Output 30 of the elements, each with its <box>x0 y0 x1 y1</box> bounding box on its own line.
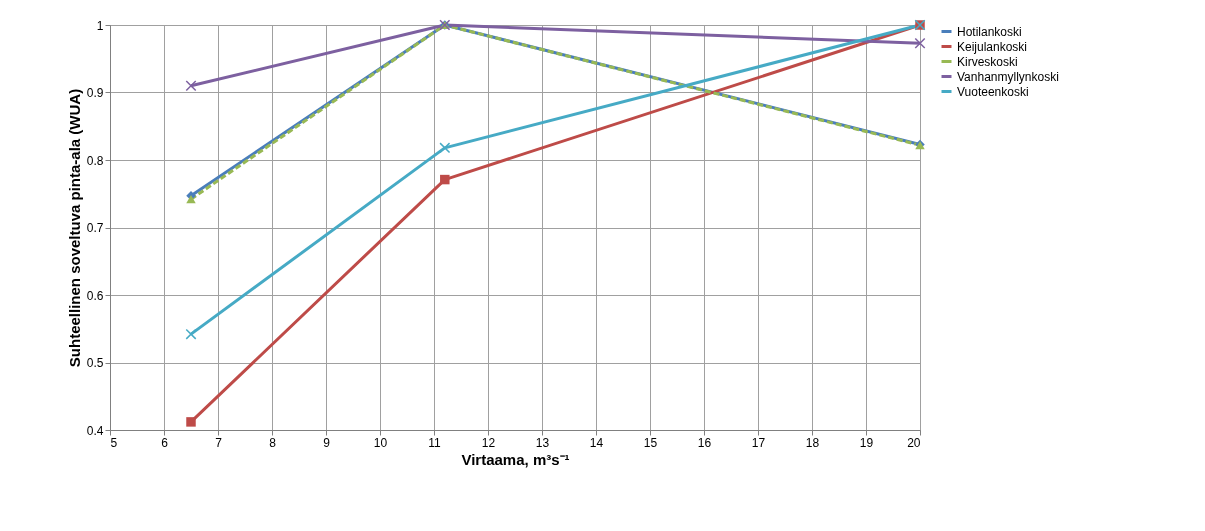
y-tick-label: 1 <box>96 18 104 33</box>
x-tick-label: 16 <box>697 435 712 450</box>
x-tick-label: 19 <box>859 435 874 450</box>
x-tick-label: 13 <box>535 435 550 450</box>
y-tick-label: 0.8 <box>86 153 104 168</box>
x-tick-label: 10 <box>373 435 388 450</box>
y-tick-label: 0.5 <box>86 356 104 370</box>
y-axis-title: Suhteellinen soveltuva pinta-ala (WUA) <box>65 88 83 368</box>
y-tick-label: 0.9 <box>86 86 104 100</box>
legend-label: Vanhanmyllynkoski <box>957 69 1059 84</box>
legend-label: Kirveskoski <box>957 54 1018 69</box>
x-tick-label: 7 <box>215 435 223 450</box>
x-tick-label: 17 <box>751 435 766 450</box>
x-tick-label: 6 <box>161 435 169 450</box>
x-tick-label: 18 <box>805 435 820 450</box>
legend-label: Keijulankoski <box>957 39 1028 54</box>
x-tick-label: 8 <box>269 435 277 450</box>
x-tick-label: 5 <box>110 435 118 450</box>
legend-label: Hotilankoski <box>957 24 1022 39</box>
x-tick-label: 14 <box>589 435 604 450</box>
x-tick-label: 12 <box>481 435 496 450</box>
x-tick-label: 9 <box>323 435 331 450</box>
y-tick-label: 0.6 <box>86 288 104 303</box>
legend-label: Vuoteenkoski <box>957 84 1029 99</box>
y-tick-label: 0.7 <box>86 221 104 235</box>
x-tick-label: 20 <box>907 435 921 450</box>
x-axis-title: Virtaama, m³s⁻¹ <box>461 450 570 468</box>
x-tick-label: 15 <box>643 435 658 450</box>
y-tick-label: 0.4 <box>86 423 104 438</box>
x-tick-label: 11 <box>428 435 442 450</box>
